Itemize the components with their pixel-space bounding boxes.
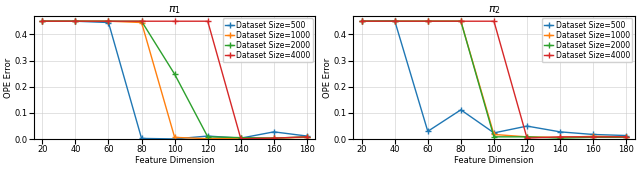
- Legend: Dataset Size=500, Dataset Size=1000, Dataset Size=2000, Dataset Size=4000: Dataset Size=500, Dataset Size=1000, Dat…: [223, 18, 313, 62]
- Dataset Size=1000: [72, 20, 79, 22]
- X-axis label: Feature Dimension: Feature Dimension: [454, 156, 534, 165]
- Dataset Size=4000: [105, 20, 113, 22]
- Dataset Size=2000: [556, 137, 564, 139]
- Dataset Size=1000: [358, 20, 365, 22]
- Dataset Size=2000: [490, 136, 498, 138]
- Dataset Size=4000: [490, 20, 498, 22]
- Dataset Size=4000: [424, 20, 431, 22]
- Dataset Size=1000: [270, 137, 278, 139]
- Dataset Size=4000: [523, 137, 531, 139]
- Dataset Size=4000: [589, 136, 597, 138]
- Dataset Size=1000: [556, 136, 564, 138]
- Dataset Size=2000: [72, 20, 79, 22]
- Dataset Size=1000: [623, 136, 630, 138]
- Dataset Size=4000: [237, 138, 244, 140]
- Dataset Size=1000: [424, 20, 431, 22]
- Dataset Size=2000: [457, 20, 465, 22]
- Dataset Size=500: [270, 131, 278, 133]
- Dataset Size=500: [523, 125, 531, 127]
- Line: Dataset Size=4000: Dataset Size=4000: [359, 18, 629, 141]
- Dataset Size=500: [105, 21, 113, 23]
- Dataset Size=500: [358, 20, 365, 22]
- Dataset Size=500: [237, 137, 244, 139]
- Dataset Size=2000: [358, 20, 365, 22]
- Line: Dataset Size=500: Dataset Size=500: [359, 18, 629, 138]
- Dataset Size=1000: [138, 21, 145, 23]
- Dataset Size=4000: [457, 20, 465, 22]
- Dataset Size=500: [424, 130, 431, 132]
- Line: Dataset Size=2000: Dataset Size=2000: [359, 18, 629, 141]
- Dataset Size=1000: [38, 20, 46, 22]
- Dataset Size=500: [72, 20, 79, 22]
- Dataset Size=2000: [38, 20, 46, 22]
- Line: Dataset Size=1000: Dataset Size=1000: [40, 18, 310, 141]
- Y-axis label: OPE Error: OPE Error: [323, 57, 332, 98]
- Dataset Size=2000: [391, 20, 399, 22]
- Y-axis label: OPE Error: OPE Error: [4, 57, 13, 98]
- Dataset Size=2000: [523, 136, 531, 138]
- Dataset Size=4000: [303, 136, 311, 138]
- Dataset Size=4000: [358, 20, 365, 22]
- Line: Dataset Size=1000: Dataset Size=1000: [359, 18, 629, 140]
- Dataset Size=2000: [105, 20, 113, 22]
- Dataset Size=4000: [72, 20, 79, 22]
- Dataset Size=4000: [38, 20, 46, 22]
- Title: $\pi_1$: $\pi_1$: [168, 4, 181, 16]
- Dataset Size=500: [171, 138, 179, 140]
- Dataset Size=500: [457, 109, 465, 111]
- Dataset Size=500: [303, 135, 311, 137]
- Dataset Size=2000: [303, 136, 311, 138]
- Line: Dataset Size=2000: Dataset Size=2000: [40, 18, 310, 141]
- Dataset Size=500: [138, 137, 145, 139]
- Dataset Size=2000: [270, 137, 278, 139]
- Dataset Size=1000: [391, 20, 399, 22]
- Dataset Size=500: [490, 132, 498, 134]
- Dataset Size=4000: [391, 20, 399, 22]
- Dataset Size=1000: [303, 136, 311, 138]
- Dataset Size=4000: [556, 136, 564, 138]
- Dataset Size=4000: [623, 136, 630, 138]
- Dataset Size=1000: [490, 134, 498, 136]
- Dataset Size=1000: [105, 20, 113, 22]
- Dataset Size=2000: [424, 20, 431, 22]
- Dataset Size=2000: [623, 136, 630, 138]
- Dataset Size=500: [38, 20, 46, 22]
- Dataset Size=500: [589, 134, 597, 136]
- Dataset Size=1000: [237, 137, 244, 139]
- Dataset Size=4000: [138, 20, 145, 22]
- Dataset Size=1000: [457, 20, 465, 22]
- Legend: Dataset Size=500, Dataset Size=1000, Dataset Size=2000, Dataset Size=4000: Dataset Size=500, Dataset Size=1000, Dat…: [542, 18, 632, 62]
- Dataset Size=2000: [237, 137, 244, 139]
- Dataset Size=500: [204, 135, 212, 137]
- Dataset Size=2000: [171, 73, 179, 75]
- Title: $\pi_2$: $\pi_2$: [488, 4, 500, 16]
- Dataset Size=500: [391, 20, 399, 22]
- Line: Dataset Size=500: Dataset Size=500: [40, 18, 310, 142]
- Dataset Size=2000: [138, 20, 145, 22]
- Dataset Size=2000: [204, 136, 212, 138]
- Dataset Size=2000: [589, 136, 597, 138]
- Dataset Size=4000: [171, 20, 179, 22]
- X-axis label: Feature Dimension: Feature Dimension: [135, 156, 214, 165]
- Line: Dataset Size=4000: Dataset Size=4000: [40, 18, 310, 141]
- Dataset Size=4000: [270, 137, 278, 139]
- Dataset Size=500: [556, 131, 564, 133]
- Dataset Size=1000: [204, 138, 212, 140]
- Dataset Size=1000: [589, 135, 597, 137]
- Dataset Size=4000: [204, 20, 212, 22]
- Dataset Size=1000: [523, 136, 531, 138]
- Dataset Size=500: [623, 135, 630, 137]
- Dataset Size=1000: [171, 136, 179, 138]
